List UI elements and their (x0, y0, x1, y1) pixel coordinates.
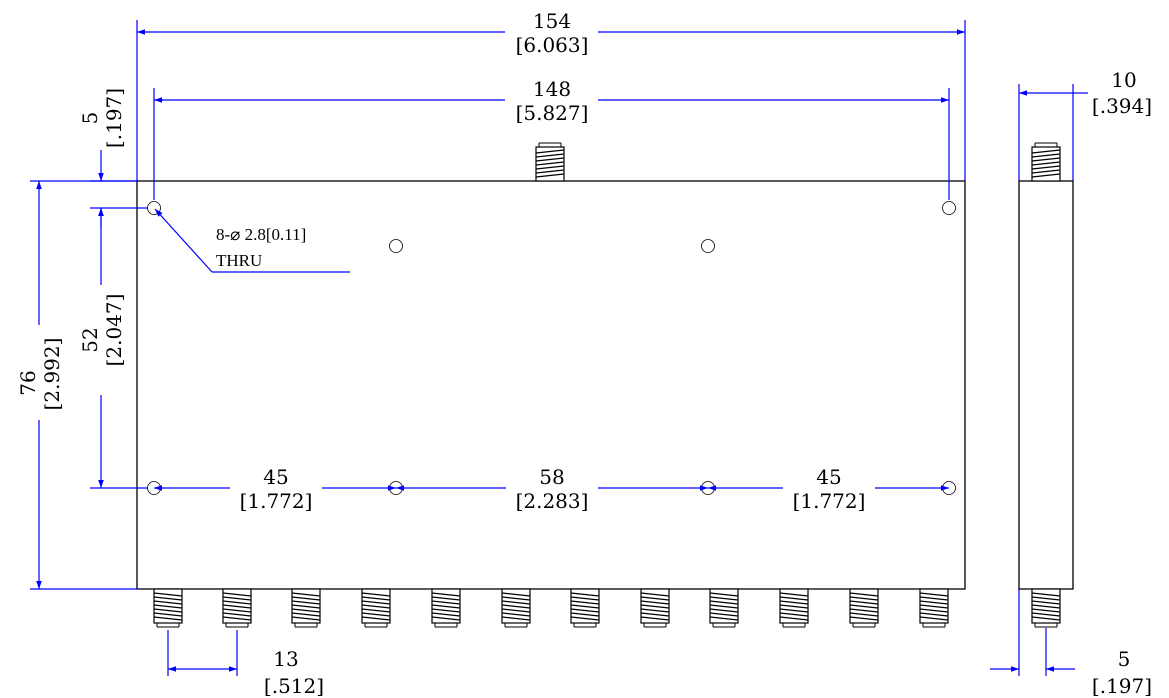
dim-hole-vertical-span-mm: 52 (78, 327, 102, 352)
connector-7 (570, 588, 600, 628)
dim-overall-width: 154 [6.063] (136, 9, 966, 181)
side-bottom-connector (1031, 588, 1061, 628)
dim-overall-height: 76 [2.992] (16, 180, 137, 590)
dim-hole-span: 148 [5.827] (153, 77, 950, 200)
connector-5 (431, 588, 461, 628)
dim-connector-pitch-mm: 13 (273, 647, 298, 671)
dim-hole-span-mm: 148 (533, 77, 571, 101)
connector-8 (640, 588, 670, 628)
callout-hole-size: 8-⌀ 2.8[0.11] (216, 225, 306, 244)
dim-overall-height-mm: 76 (16, 370, 40, 395)
dim-pitch-center-inch: [2.283] (516, 489, 589, 513)
connector-2 (222, 588, 252, 628)
dim-side-thickness: 10 [.394] (1018, 68, 1152, 181)
bottom-connectors (153, 588, 949, 628)
dim-overall-width-inch: [6.063] (516, 33, 589, 57)
side-top-connector (1031, 142, 1061, 182)
connector-12 (919, 588, 949, 628)
dim-side-connector-offset: 5 [.197] (990, 589, 1152, 698)
connector-1 (153, 588, 183, 628)
dim-pitch-left-inch: [1.772] (240, 489, 313, 513)
dim-pitch-center-mm: 58 (539, 465, 564, 489)
dim-connector-pitch: 13 [.512] (167, 630, 324, 698)
top-connector (535, 142, 565, 182)
dim-hole-span-inch: [5.827] (516, 101, 589, 125)
mounting-holes (147, 201, 956, 495)
dim-overall-width-mm: 154 (533, 9, 571, 33)
dim-side-offset-inch: [.197] (1092, 674, 1152, 698)
dim-side-offset-mm: 5 (1118, 647, 1131, 671)
connector-9 (709, 588, 739, 628)
callout-thru: THRU (216, 251, 262, 270)
dim-hole-offset-top-inch: [.197] (102, 88, 126, 148)
dim-pitch-right-mm: 45 (816, 465, 841, 489)
hole-mid-right (701, 239, 715, 253)
connector-3 (291, 588, 321, 628)
side-body-outline (1018, 180, 1074, 590)
dim-pitch-right-inch: [1.772] (793, 489, 866, 513)
connector-11 (849, 588, 879, 628)
hole-top-right (942, 201, 956, 215)
connector-10 (779, 588, 809, 628)
dim-hole-pitches: 45 [1.772] 58 [2.283] 45 [1.772] (154, 465, 949, 513)
dim-overall-height-inch: [2.992] (40, 338, 64, 411)
connector-6 (501, 588, 531, 628)
dim-side-thickness-inch: [.394] (1092, 94, 1152, 118)
hole-mid-left (389, 239, 403, 253)
dim-hole-vertical-span-inch: [2.047] (102, 294, 126, 367)
connector-4 (361, 588, 391, 628)
dim-hole-vertical-span: 52 [2.047] (78, 208, 148, 489)
hole-callout: 8-⌀ 2.8[0.11] THRU (154, 208, 350, 273)
dim-hole-offset-top-mm: 5 (78, 112, 102, 125)
dim-pitch-left-mm: 45 (263, 465, 288, 489)
dim-connector-pitch-inch: [.512] (264, 674, 324, 698)
dim-side-thickness-mm: 10 (1111, 68, 1136, 92)
